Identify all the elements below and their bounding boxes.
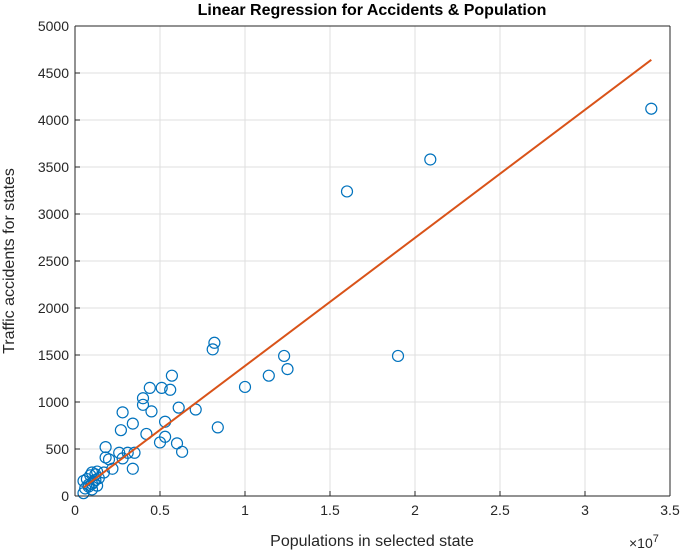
exponent-base: ×10 <box>629 535 653 551</box>
data-point <box>165 369 178 382</box>
x-tick-label: 2.5 <box>490 502 510 518</box>
x-tick-label: 0.5 <box>150 502 170 518</box>
data-point <box>143 381 156 394</box>
x-tick-label: 1 <box>241 502 249 518</box>
data-point <box>208 336 221 349</box>
y-tick-label: 5000 <box>38 18 69 34</box>
x-axis-exponent-label: ×107 <box>629 533 659 551</box>
data-point <box>126 417 139 430</box>
x-tick-label: 3 <box>581 502 589 518</box>
data-point <box>176 445 189 458</box>
data-point <box>89 473 102 487</box>
exponent-power: 7 <box>653 533 659 545</box>
y-tick-label: 2500 <box>38 253 69 269</box>
y-tick-label: 2000 <box>38 300 69 316</box>
x-tick-label: 0 <box>71 502 79 518</box>
data-point <box>99 441 112 454</box>
data-point <box>340 185 354 198</box>
x-tick-label: 1.5 <box>320 502 340 518</box>
ticks: 0 0.5 1 1.5 2 2.5 3 3.5 0 500 1000 1500 2000 2500 3000… <box>38 18 680 518</box>
y-tick-label: 1000 <box>38 394 69 410</box>
data-point <box>262 369 275 382</box>
data-point <box>211 421 224 434</box>
y-axis-title: Traffic accidents for states <box>1 168 18 354</box>
chart-title: Linear Regression for Accidents & Popula… <box>198 2 547 19</box>
y-tick-label: 3000 <box>38 206 69 222</box>
data-point <box>424 153 437 166</box>
data-point <box>136 398 150 411</box>
data-point <box>391 349 405 363</box>
data-point <box>159 430 172 443</box>
data-point <box>121 446 134 459</box>
x-axis-title: Populations in selected state <box>270 533 474 550</box>
data-point <box>278 349 291 363</box>
data-point <box>116 406 129 419</box>
data-point <box>164 383 177 396</box>
data-layer <box>77 59 658 500</box>
data-point <box>645 102 658 115</box>
data-point <box>155 381 168 394</box>
data-point <box>97 466 111 479</box>
data-point <box>206 343 219 356</box>
regression-line <box>82 59 652 489</box>
data-point <box>136 392 150 405</box>
data-point <box>238 380 252 394</box>
data-point <box>90 479 104 492</box>
y-tick-label: 4000 <box>38 112 69 128</box>
y-tick-label: 500 <box>46 441 70 457</box>
x-tick-label: 2 <box>411 502 419 518</box>
data-point <box>126 462 139 475</box>
y-tick-label: 1500 <box>38 347 69 363</box>
y-tick-label: 3500 <box>38 159 69 175</box>
x-tick-label: 3.5 <box>660 502 680 518</box>
data-point <box>85 466 99 479</box>
y-tick-label: 4500 <box>38 65 69 81</box>
data-point <box>145 405 158 418</box>
data-point <box>114 424 128 437</box>
data-point <box>172 401 185 414</box>
y-tick-label: 0 <box>61 488 69 504</box>
data-point <box>281 363 294 376</box>
